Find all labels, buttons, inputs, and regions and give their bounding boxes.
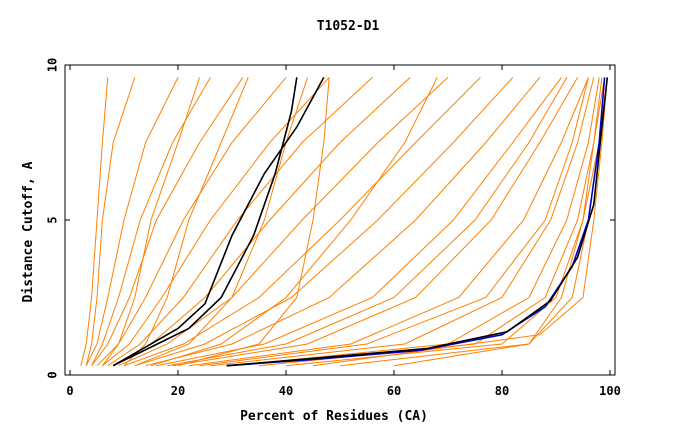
series-line-1 <box>80 77 109 366</box>
series-line-15 <box>172 77 579 367</box>
series-line-7 <box>102 77 330 367</box>
series-line-3 <box>85 77 179 366</box>
series-line-9 <box>112 77 411 367</box>
series-line-13 <box>145 77 541 367</box>
series-line-25 <box>101 77 201 366</box>
x-tick-label-80: 80 <box>495 384 509 398</box>
y-axis-label: Distance Cutoff, A <box>21 161 36 302</box>
series-line-33 <box>226 77 606 367</box>
series-line-28 <box>199 77 589 367</box>
series-line-24 <box>123 77 249 367</box>
series-line-16 <box>188 77 589 367</box>
series-line-26 <box>150 77 438 367</box>
x-tick-label-40: 40 <box>279 384 293 398</box>
series-line-32 <box>112 77 325 367</box>
series-line-4 <box>91 77 211 366</box>
chart-title: T1052-D1 <box>317 19 380 34</box>
series-line-31 <box>112 77 298 367</box>
series-line-5 <box>91 77 244 366</box>
x-tick-label-0: 0 <box>66 384 73 398</box>
series-line-6 <box>96 77 287 367</box>
series-line-18 <box>231 77 600 367</box>
series-line-23 <box>177 77 330 367</box>
series-line-11 <box>123 77 481 367</box>
y-tick-label-5: 5 <box>46 216 60 223</box>
x-tick-label-100: 100 <box>599 384 621 398</box>
axis-layer: 0 20 40 60 80 100 0 5 10 <box>46 58 621 398</box>
series-line-8 <box>107 77 373 367</box>
x-axis-label: Percent of Residues (CA) <box>240 409 428 424</box>
series-layer <box>80 77 609 367</box>
x-tick-label-20: 20 <box>171 384 185 398</box>
series-line-10 <box>118 77 449 367</box>
series-line-2 <box>85 77 136 366</box>
series-line-17 <box>210 77 595 367</box>
series-line-34 <box>226 77 609 367</box>
series-line-12 <box>134 77 514 367</box>
series-line-29 <box>393 77 603 367</box>
series-line-30 <box>134 77 309 367</box>
x-tick-label-60: 60 <box>387 384 401 398</box>
series-line-22 <box>312 77 608 367</box>
y-tick-label-10: 10 <box>46 58 60 72</box>
series-line-20 <box>285 77 606 367</box>
y-tick-label-0: 0 <box>46 371 60 378</box>
series-line-27 <box>167 77 568 367</box>
